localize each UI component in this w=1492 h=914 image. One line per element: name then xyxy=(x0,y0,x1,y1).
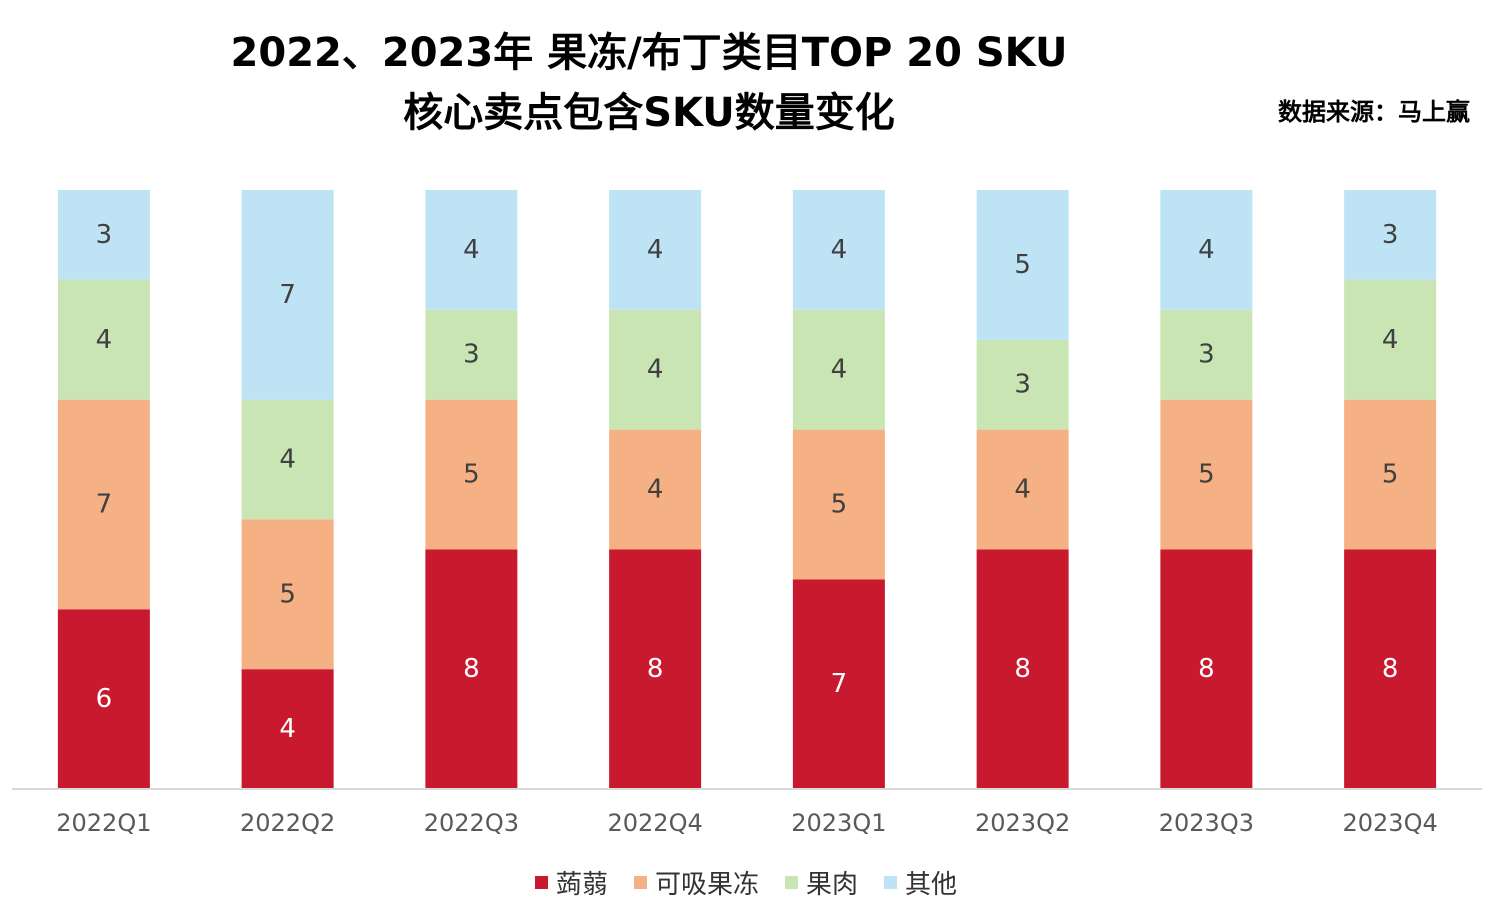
legend-item-s1: 可吸果冻 xyxy=(633,864,759,901)
x-axis-ticks: 2022Q1 2022Q2 2022Q3 2022Q4 2023Q1 2023Q2 2023… xyxy=(56,809,1438,837)
bar-segment-2022Q1-s2 xyxy=(57,279,150,400)
legend-label-s0: 蒟蒻 xyxy=(555,870,608,900)
chart-title: 2022、2023年 果冻/布丁类目TOP 20 SKU xyxy=(230,30,1068,76)
bar-segment-2023Q2-s1 xyxy=(976,429,1069,550)
bar-segment-2023Q1-s3 xyxy=(792,190,885,310)
data-label-2022Q1-s3: 3 xyxy=(96,220,113,250)
legend-swatch-s0 xyxy=(534,876,548,889)
bar-segment-2022Q2-s1 xyxy=(241,519,334,670)
bar-segment-2022Q1-s0 xyxy=(57,609,150,789)
legend-swatch-s3 xyxy=(884,876,898,889)
x-tick-label-2023Q2: 2023Q2 xyxy=(975,809,1070,837)
bar-segment-2023Q4-s2 xyxy=(1344,279,1437,400)
data-label-2022Q2-s1: 5 xyxy=(279,579,296,609)
data-label-2023Q1-s0: 7 xyxy=(831,669,848,699)
bar-segment-2023Q1-s2 xyxy=(792,309,885,430)
x-tick-label-2023Q4: 2023Q4 xyxy=(1343,809,1438,837)
bar-segment-2022Q4-s2 xyxy=(609,309,702,430)
bar-series-group: 6 7 4 3 4 5 4 7 8 5 3 4 8 4 4 4 7 5 4 4 8 4 3 5 8 5 3 4 8 5 4 3 xyxy=(57,190,1437,789)
bar-segment-2023Q2-s2 xyxy=(976,339,1069,430)
data-label-2023Q3-s3: 4 xyxy=(1198,235,1215,265)
data-label-2023Q4-s3: 3 xyxy=(1382,220,1399,250)
x-tick-label-2022Q4: 2022Q4 xyxy=(608,809,703,837)
data-label-2023Q2-s2: 3 xyxy=(1014,370,1031,400)
bar-segment-2022Q2-s2 xyxy=(241,399,334,520)
bar-segment-2022Q1-s1 xyxy=(57,399,150,610)
x-tick-label-2023Q1: 2023Q1 xyxy=(791,809,886,837)
bar-segment-2022Q4-s3 xyxy=(609,190,702,310)
bar-segment-2023Q3-s3 xyxy=(1160,190,1253,310)
legend-label-s1: 可吸果冻 xyxy=(654,870,759,900)
data-label-2023Q3-s1: 5 xyxy=(1198,460,1215,490)
bar-segment-2023Q1-s0 xyxy=(792,579,885,789)
x-tick-label-2022Q2: 2022Q2 xyxy=(240,809,335,837)
data-label-2023Q2-s3: 5 xyxy=(1014,250,1031,280)
legend-item-s2: 果肉 xyxy=(785,864,858,901)
data-label-2023Q2-s1: 4 xyxy=(1014,475,1031,505)
data-label-2023Q3-s0: 8 xyxy=(1198,654,1215,684)
bar-segment-2022Q3-s2 xyxy=(425,309,518,400)
bar-segment-2023Q3-s0 xyxy=(1160,549,1253,789)
data-label-2022Q2-s3: 7 xyxy=(279,280,296,310)
bar-segment-2023Q1-s1 xyxy=(792,429,885,580)
x-tick-label-2022Q3: 2022Q3 xyxy=(424,809,519,837)
bar-segment-2022Q4-s0 xyxy=(609,549,702,789)
legend-swatch-s1 xyxy=(633,876,647,889)
legend-swatch-s2 xyxy=(785,876,798,889)
data-label-2023Q4-s0: 8 xyxy=(1382,654,1399,684)
bar-segment-2023Q3-s1 xyxy=(1160,399,1253,550)
bar-segment-2023Q4-s3 xyxy=(1344,190,1437,280)
data-label-2022Q4-s1: 4 xyxy=(647,475,664,505)
bar-segment-2022Q3-s1 xyxy=(425,399,518,550)
bar-segment-2022Q2-s3 xyxy=(241,190,334,400)
data-label-2022Q1-s2: 4 xyxy=(96,325,113,355)
x-tick-label-2023Q3: 2023Q3 xyxy=(1159,809,1254,837)
data-label-2022Q4-s0: 8 xyxy=(647,654,664,684)
chart-subtitle: 核心卖点包含SKU数量变化 xyxy=(403,90,895,136)
bar-segment-2022Q1-s3 xyxy=(57,190,150,280)
data-label-2023Q4-s1: 5 xyxy=(1382,460,1399,490)
legend-label-s2: 果肉 xyxy=(806,870,859,900)
legend-item-s3: 其他 xyxy=(884,864,957,901)
x-tick-label-2022Q1: 2022Q1 xyxy=(56,809,151,837)
data-label-2022Q2-s2: 4 xyxy=(279,445,296,475)
data-label-2023Q4-s2: 4 xyxy=(1382,325,1399,355)
data-label-2022Q2-s0: 4 xyxy=(279,714,296,744)
legend: 蒟蒻 可吸果冻 果肉 其他 xyxy=(0,864,1492,901)
data-label-2022Q1-s0: 6 xyxy=(96,684,113,714)
bar-segment-2023Q4-s1 xyxy=(1344,399,1437,550)
data-source-note: 数据来源：马上赢 xyxy=(1278,98,1470,126)
bar-segment-2022Q3-s3 xyxy=(425,190,518,310)
bar-segment-2023Q2-s0 xyxy=(976,549,1069,789)
data-label-2022Q4-s2: 4 xyxy=(647,355,664,385)
bar-segment-2023Q3-s2 xyxy=(1160,309,1253,400)
data-label-2023Q1-s2: 4 xyxy=(831,355,848,385)
data-label-2022Q3-s0: 8 xyxy=(463,654,480,684)
data-label-2022Q3-s3: 4 xyxy=(463,235,480,265)
legend-item-s0: 蒟蒻 xyxy=(534,864,608,901)
data-label-2022Q1-s1: 7 xyxy=(96,489,113,519)
bar-segment-2022Q2-s0 xyxy=(241,669,334,789)
bar-segment-2023Q2-s3 xyxy=(976,190,1069,340)
data-label-2022Q4-s3: 4 xyxy=(647,235,664,265)
bar-segment-2022Q4-s1 xyxy=(609,429,702,550)
data-label-2023Q1-s1: 5 xyxy=(831,489,848,519)
data-label-2022Q3-s1: 5 xyxy=(463,460,480,490)
legend-label-s3: 其他 xyxy=(905,870,958,900)
data-label-2023Q3-s2: 3 xyxy=(1198,340,1215,370)
data-label-2023Q2-s0: 8 xyxy=(1014,654,1031,684)
bar-segment-2023Q4-s0 xyxy=(1344,549,1437,789)
bar-segment-2022Q3-s0 xyxy=(425,549,518,789)
data-label-2022Q3-s2: 3 xyxy=(463,340,480,370)
data-label-2023Q1-s3: 4 xyxy=(831,235,848,265)
